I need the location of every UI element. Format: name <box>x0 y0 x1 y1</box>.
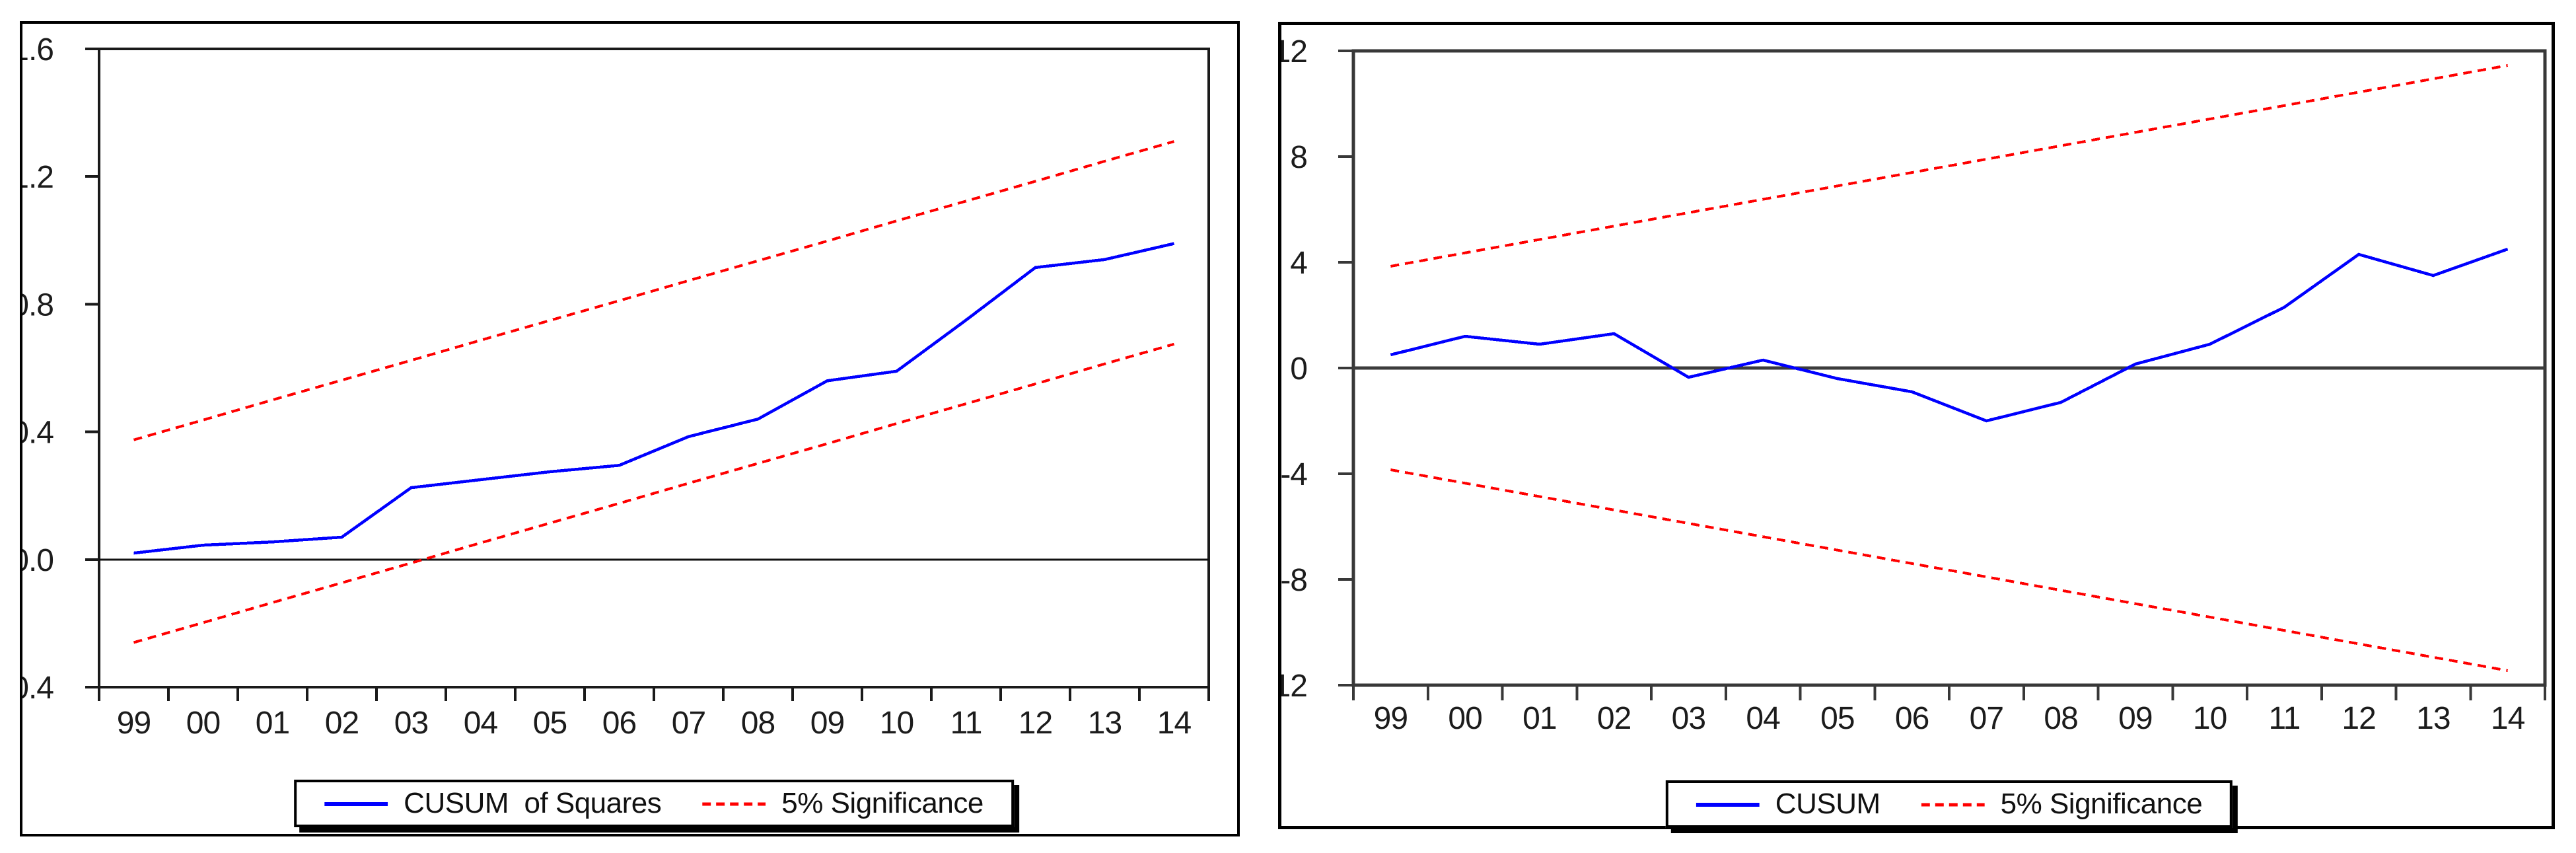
y-tick-label: -12 <box>1281 669 1307 704</box>
cusum-of-squares-chart-panel: -0.4 0.0 0.4 0.8 1.2 1.6 99 00 01 02 03 04 05 06 07 08 0… <box>20 21 1240 836</box>
cusum-plot: -12-8-4048129900010203040506070809101112… <box>1281 34 2547 736</box>
x-tick-label: 13 <box>1088 706 1122 741</box>
x-tick-label: 10 <box>2193 701 2227 736</box>
x-tick-label: 02 <box>1597 701 1631 736</box>
y-tick-label: -0.4 <box>22 671 54 706</box>
x-tick-label: 08 <box>741 706 775 741</box>
series-line-5-significance-lower-band <box>1390 468 2508 672</box>
x-tick-label: 05 <box>533 706 567 741</box>
y-tick-label: 1.2 <box>22 160 54 195</box>
x-tick-label: 08 <box>2044 701 2077 736</box>
x-tick-label: 00 <box>186 706 220 741</box>
x-tick-label: 01 <box>256 706 289 741</box>
x-tick-label: 03 <box>1672 701 1705 736</box>
x-tick-label: 01 <box>1522 701 1556 736</box>
legend-solid-line-sample <box>1696 799 1760 809</box>
y-tick-label: 0 <box>1290 352 1307 387</box>
x-tick-label: 11 <box>2268 701 2300 736</box>
legend-dashed-line-sample <box>1921 799 1985 809</box>
x-tick-label: 03 <box>394 706 428 741</box>
x-tick-label: 12 <box>2342 701 2375 736</box>
x-tick-label: 05 <box>1820 701 1854 736</box>
series-line-cusum <box>1390 247 2509 423</box>
x-tick-label: 14 <box>1157 706 1192 741</box>
x-tick-label: 04 <box>1746 701 1780 736</box>
y-tick-label: -4 <box>1281 457 1307 492</box>
x-tick-label: 09 <box>810 706 844 741</box>
x-tick-label: 06 <box>1895 701 1929 736</box>
x-tick-label: 09 <box>2118 701 2152 736</box>
legend-label-5pct-significance: 5% Significance <box>2000 788 2203 820</box>
y-tick-label: 0.4 <box>22 416 54 451</box>
legend-label-cusum: CUSUM <box>1775 788 1880 820</box>
legend-solid-line-sample <box>324 799 388 808</box>
x-tick-label: 10 <box>880 706 913 741</box>
x-tick-label: 13 <box>2416 701 2450 736</box>
x-tick-label: 11 <box>950 706 982 741</box>
series-line-5-significance-upper-band <box>1390 64 2508 268</box>
y-tick-label: 0.0 <box>22 543 54 578</box>
cusum-legend: CUSUM 5% Significance <box>1665 780 2233 828</box>
x-tick-label: 06 <box>602 706 636 741</box>
cusum-of-squares-legend: CUSUM of Squares 5% Significance <box>294 780 1014 827</box>
x-tick-label: 99 <box>1374 701 1408 736</box>
y-tick-label: 12 <box>1281 34 1307 69</box>
cusum-of-squares-plot: -0.4 0.0 0.4 0.8 1.2 1.6 99 00 01 02 03 04 05 06 07 08 0… <box>22 32 1210 741</box>
y-tick-label: 8 <box>1290 140 1307 175</box>
y-tick-label: 1.6 <box>22 32 54 67</box>
plot-frame <box>98 48 1210 688</box>
x-tick-label: 14 <box>2491 701 2525 736</box>
legend-dashed-line-sample <box>702 799 766 808</box>
x-tick-label: 04 <box>464 706 498 741</box>
series-line-5-significance-upper-band <box>133 140 1175 441</box>
series-line-cusum-of-squares <box>133 242 1175 555</box>
y-tick-label: -8 <box>1281 563 1307 598</box>
x-tick-label: 07 <box>1970 701 2003 736</box>
x-tick-label: 12 <box>1019 706 1052 741</box>
y-tick-label: 0.8 <box>22 287 54 322</box>
series-line-5-significance-lower-band <box>133 342 1175 644</box>
x-tick-label: 07 <box>672 706 705 741</box>
x-tick-label: 99 <box>117 706 151 741</box>
legend-label-cusum-of-squares: CUSUM of Squares <box>404 787 662 819</box>
x-tick-label: 02 <box>325 706 359 741</box>
legend-label-5pct-significance: 5% Significance <box>781 787 984 819</box>
x-tick-label: 00 <box>1448 701 1482 736</box>
cusum-chart-panel: -12-8-4048129900010203040506070809101112… <box>1278 22 2555 829</box>
y-tick-label: 4 <box>1290 246 1307 281</box>
